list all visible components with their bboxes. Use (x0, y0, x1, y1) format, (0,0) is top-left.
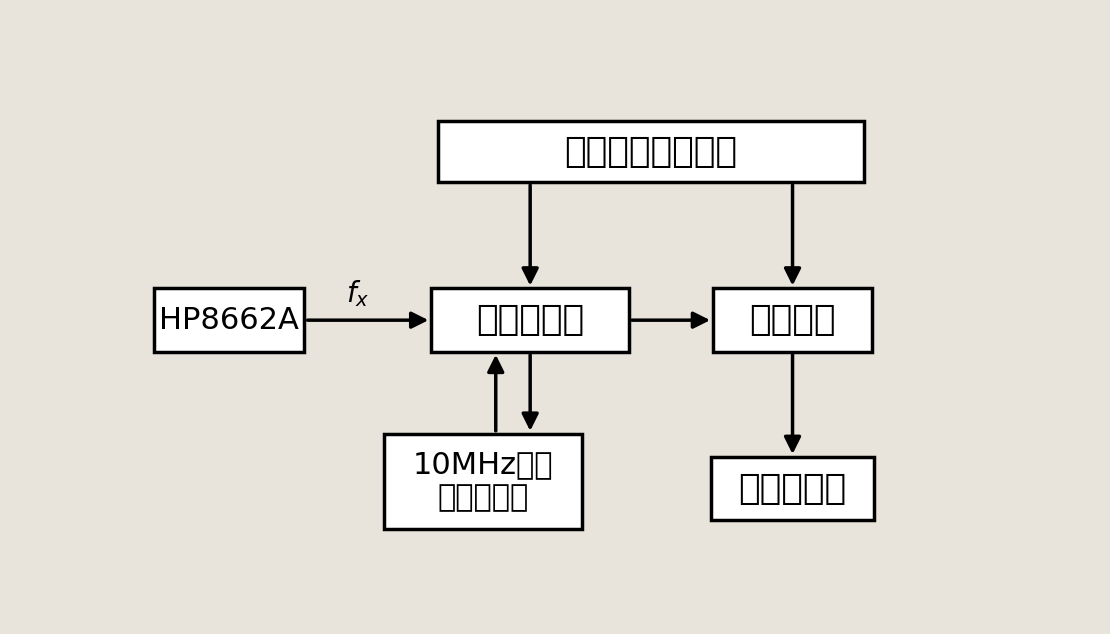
Bar (713, 288, 872, 352)
Bar (710, 457, 875, 521)
Text: 10MHz压控
晶体振荡器: 10MHz压控 晶体振荡器 (413, 450, 553, 512)
Bar (154, 288, 304, 352)
Text: 异频锁相环: 异频锁相环 (476, 303, 584, 337)
Text: 数字示波器: 数字示波器 (738, 472, 847, 505)
Text: 参数自动控制电路: 参数自动控制电路 (564, 135, 737, 169)
Text: $f_x$: $f_x$ (346, 278, 370, 309)
Bar (384, 434, 582, 529)
Text: HP8662A: HP8662A (159, 306, 299, 335)
Bar (437, 121, 864, 182)
Text: 相噪提取: 相噪提取 (749, 303, 836, 337)
Bar (431, 288, 629, 352)
